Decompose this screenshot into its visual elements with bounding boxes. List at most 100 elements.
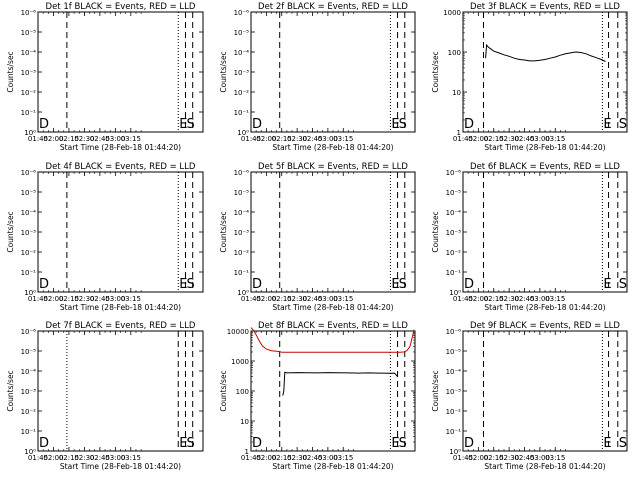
marker-label: S: [619, 117, 627, 132]
plot-title: Det 1f BLACK = Events, RED = LLD: [46, 2, 196, 12]
y-tick-label: 10⁰: [237, 129, 249, 137]
y-tick-label: 10⁻⁶: [21, 169, 37, 177]
y-axis-label: Counts/sec: [219, 51, 228, 92]
plot-title: Det 9f BLACK = Events, RED = LLD: [470, 321, 620, 331]
x-tick-label: 02:45: [302, 454, 322, 462]
x-tick-label: 02:15: [59, 135, 79, 143]
x-tick-label: 02:00: [468, 454, 488, 462]
y-tick-label: 10⁻²: [21, 408, 37, 416]
y-axis-label: Counts/sec: [431, 370, 440, 411]
y-tick-label: 10⁻²: [446, 249, 462, 257]
marker-label: D: [39, 277, 49, 292]
marker-label: S: [186, 277, 194, 292]
x-axis-label: Start Time (28-Feb-18 01:44:20): [484, 143, 605, 152]
y-tick-label: 10⁻¹: [234, 269, 250, 277]
x-tick-label: 03:00: [530, 135, 550, 143]
marker-label: S: [186, 436, 194, 451]
marker-label: S: [619, 436, 627, 451]
y-tick-label: 10⁻⁵: [21, 189, 37, 197]
x-tick-label: 02:15: [484, 454, 504, 462]
y-tick-label: 10⁻¹: [446, 428, 462, 436]
x-axis-label: Start Time (28-Feb-18 01:44:20): [272, 303, 393, 312]
plot-title: Det 6f BLACK = Events, RED = LLD: [470, 162, 620, 172]
y-axis-label: Counts/sec: [6, 51, 15, 92]
panel-det-4: Det 4f BLACK = Events, RED = LLD Counts/s…: [6, 162, 204, 312]
x-tick-label: 02:00: [468, 135, 488, 143]
x-axis-label: Start Time (28-Feb-18 01:44:20): [484, 303, 605, 312]
x-tick-label: 03:15: [545, 135, 565, 143]
panel-det-8: Det 8f BLACK = Events, RED = LLD Counts/s…: [219, 321, 416, 471]
y-tick-label: 1: [457, 129, 461, 137]
x-tick-label: 02:00: [43, 135, 63, 143]
y-tick-label: 10⁻²: [234, 249, 250, 257]
x-tick-label: 02:00: [256, 135, 276, 143]
y-tick-label: 10⁻⁶: [21, 328, 37, 336]
x-tick-label: 03:15: [333, 454, 353, 462]
x-tick-label: 02:15: [59, 454, 79, 462]
series-line: [282, 371, 398, 396]
x-axis-label: Start Time (28-Feb-18 01:44:20): [60, 462, 181, 471]
x-tick-label: 02:30: [74, 295, 94, 303]
x-tick-label: 03:00: [530, 454, 550, 462]
marker-label: E: [179, 436, 187, 451]
x-tick-label: 02:45: [514, 135, 534, 143]
y-tick-label: 10⁻⁵: [446, 189, 462, 197]
y-tick-label: 10⁻³: [21, 229, 37, 237]
x-tick-label: 01:45: [453, 454, 473, 462]
y-tick-label: 10⁻¹: [234, 109, 250, 117]
marker-label: E: [391, 117, 399, 132]
x-axis-label: Start Time (28-Feb-18 01:44:20): [272, 462, 393, 471]
y-tick-label: 100: [448, 49, 461, 57]
y-tick-label: 10⁻⁵: [446, 348, 462, 356]
x-tick-label: 03:15: [121, 135, 141, 143]
marker-label: D: [39, 117, 49, 132]
x-tick-label: 02:30: [287, 295, 307, 303]
marker-label: E: [603, 277, 611, 292]
x-tick-label: 03:00: [318, 135, 338, 143]
marker-label: D: [39, 436, 49, 451]
x-tick-label: 03:15: [545, 454, 565, 462]
x-tick-label: 03:15: [333, 135, 353, 143]
marker-label: D: [464, 436, 474, 451]
y-tick-label: 10⁻¹: [21, 109, 37, 117]
marker-label: D: [252, 117, 262, 132]
x-tick-label: 03:15: [545, 295, 565, 303]
y-tick-label: 10⁻⁴: [21, 209, 37, 217]
x-tick-label: 02:45: [90, 135, 110, 143]
x-tick-label: 02:30: [74, 454, 94, 462]
marker-label: S: [399, 436, 407, 451]
plot-title: Det 4f BLACK = Events, RED = LLD: [46, 162, 196, 172]
y-tick-label: 10: [240, 418, 249, 426]
y-tick-label: 10⁻⁵: [234, 189, 250, 197]
y-tick-label: 10⁻²: [234, 89, 250, 97]
x-tick-label: 02:00: [256, 454, 276, 462]
x-tick-label: 02:45: [514, 295, 534, 303]
x-tick-label: 01:45: [28, 454, 48, 462]
marker-label: S: [399, 277, 407, 292]
x-tick-label: 02:30: [287, 454, 307, 462]
y-axis-label: Counts/sec: [219, 211, 228, 252]
y-tick-label: 1000: [231, 358, 249, 366]
marker-label: E: [603, 436, 611, 451]
y-tick-label: 10⁻¹: [21, 428, 37, 436]
y-tick-label: 100: [236, 388, 249, 396]
y-tick-label: 10⁻²: [21, 249, 37, 257]
marker-label: E: [179, 277, 187, 292]
marker-label: D: [464, 277, 474, 292]
y-tick-label: 10⁻³: [446, 388, 462, 396]
marker-label: E: [603, 117, 611, 132]
y-tick-label: 10⁻⁵: [21, 29, 37, 37]
y-tick-label: 10⁻¹: [446, 269, 462, 277]
y-tick-label: 10000: [227, 328, 249, 336]
y-axis-label: Counts/sec: [431, 211, 440, 252]
y-tick-label: 10⁻⁶: [234, 169, 250, 177]
y-axis-label: Counts/sec: [6, 211, 15, 252]
x-tick-label: 03:15: [121, 295, 141, 303]
plot-title: Det 8f BLACK = Events, RED = LLD: [258, 321, 408, 331]
x-tick-label: 01:45: [453, 295, 473, 303]
x-tick-label: 02:00: [43, 295, 63, 303]
x-tick-label: 01:45: [28, 135, 48, 143]
y-tick-label: 10⁻³: [234, 229, 250, 237]
y-tick-label: 10⁻²: [21, 89, 37, 97]
x-tick-label: 03:15: [121, 454, 141, 462]
